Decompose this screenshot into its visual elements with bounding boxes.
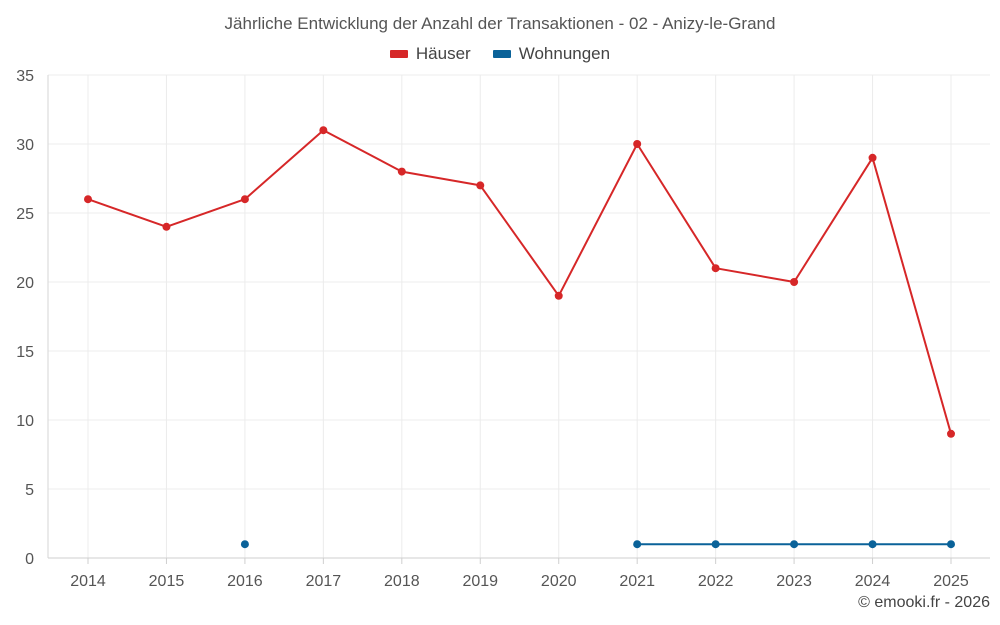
data-point-haeuser bbox=[84, 195, 92, 204]
y-tick-label: 35 bbox=[16, 68, 34, 85]
legend-label-wohnungen: Wohnungen bbox=[518, 44, 611, 63]
y-tick-label: 10 bbox=[16, 413, 34, 430]
legend-item-wohnungen[interactable]: Wohnungen bbox=[492, 44, 611, 64]
chart-title: Jährliche Entwicklung der Anzahl der Tra… bbox=[224, 14, 776, 33]
x-tick-label: 2016 bbox=[227, 573, 263, 590]
x-tick-label: 2023 bbox=[776, 573, 812, 590]
chart-legend: Häuser Wohnungen bbox=[0, 44, 1000, 64]
data-point-haeuser bbox=[397, 167, 406, 176]
data-point-haeuser bbox=[319, 126, 328, 135]
y-tick-label: 5 bbox=[25, 482, 34, 499]
x-tick-label: 2018 bbox=[384, 573, 420, 590]
credit-text: © emooki.fr - 2026 bbox=[858, 594, 990, 611]
data-point-wohnungen bbox=[711, 540, 720, 549]
data-point-haeuser bbox=[868, 153, 877, 162]
data-point-haeuser bbox=[633, 140, 642, 148]
y-tick-label: 25 bbox=[16, 206, 34, 223]
data-point-haeuser bbox=[240, 195, 249, 204]
x-tick-label: 2015 bbox=[149, 573, 185, 590]
x-tick-label: 2020 bbox=[541, 573, 577, 590]
x-tick-label: 2014 bbox=[70, 573, 106, 590]
legend-swatch-haeuser bbox=[389, 50, 408, 58]
data-point-haeuser bbox=[790, 278, 799, 286]
legend-label-haeuser: Häuser bbox=[415, 44, 471, 63]
x-tick-label: 2019 bbox=[462, 573, 498, 590]
y-tick-label: 0 bbox=[25, 551, 34, 568]
y-tick-label: 30 bbox=[16, 137, 34, 154]
x-tick-label: 2024 bbox=[855, 573, 891, 590]
series-line-haeuser bbox=[87, 129, 952, 435]
legend-item-haeuser[interactable]: Häuser bbox=[389, 44, 471, 64]
data-point-haeuser bbox=[476, 181, 485, 190]
data-point-haeuser bbox=[554, 291, 563, 300]
data-point-wohnungen bbox=[868, 540, 877, 549]
x-tick-label: 2021 bbox=[619, 573, 655, 590]
data-point-haeuser bbox=[947, 429, 955, 438]
x-tick-label: 2017 bbox=[306, 573, 342, 590]
data-point-wohnungen bbox=[633, 540, 642, 549]
data-point-wohnungen bbox=[790, 540, 799, 549]
data-point-wohnungen bbox=[240, 540, 249, 549]
x-tick-label: 2022 bbox=[698, 573, 734, 590]
data-point-haeuser bbox=[711, 264, 720, 273]
legend-swatch-wohnungen bbox=[492, 50, 511, 58]
data-point-haeuser bbox=[162, 222, 171, 231]
data-point-wohnungen bbox=[947, 540, 955, 549]
y-tick-label: 20 bbox=[16, 275, 34, 292]
x-tick-label: 2025 bbox=[933, 573, 969, 590]
y-tick-label: 15 bbox=[16, 344, 34, 361]
